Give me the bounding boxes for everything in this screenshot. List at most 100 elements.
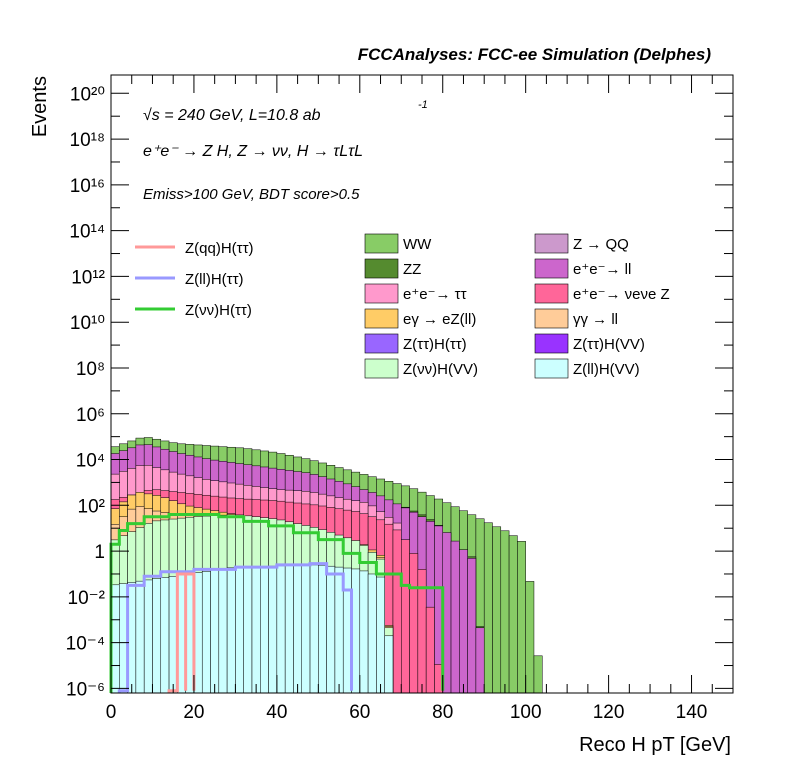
stack-bin xyxy=(517,541,526,694)
x-tick-label: 140 xyxy=(676,702,708,723)
x-tick-label: 100 xyxy=(510,702,542,723)
stack-bin xyxy=(467,557,477,694)
stack-bin xyxy=(301,564,311,694)
stack-bin xyxy=(309,564,319,694)
signal-lines xyxy=(109,512,445,693)
x-tick-label: 120 xyxy=(593,702,625,723)
x-tick-label: 80 xyxy=(432,702,453,723)
signal-line-Z(νν)H(ττ) xyxy=(109,512,445,693)
legend-background-label: e⁺e⁻→ νeνe Z xyxy=(573,286,670,303)
y-tick-label: 10⁴ xyxy=(76,451,105,472)
energy-annotation: √s = 240 GeV, L=10.8 ab xyxy=(143,107,321,124)
cut-annotation: Emiss>100 GeV, BDT score>0.5 xyxy=(143,186,360,203)
legend-background-label: Z(ττ)H(VV) xyxy=(573,336,645,353)
stack-bin xyxy=(160,577,170,694)
legend-signal-label: Z(qq)H(ττ) xyxy=(185,240,254,257)
legend-fill-swatch xyxy=(364,283,399,304)
x-tick-label: 60 xyxy=(349,702,370,723)
stack-bin xyxy=(284,565,294,694)
legend-fill-swatch xyxy=(534,283,569,304)
energy-annotation-exponent: -1 xyxy=(418,99,428,111)
legend-background-label: γγ → ll xyxy=(573,311,618,328)
stack-bin xyxy=(326,565,336,694)
x-tick-label: 20 xyxy=(183,702,204,723)
legend-background-label: ZZ xyxy=(403,261,421,278)
stack-bin xyxy=(251,566,261,694)
stack-bin xyxy=(235,566,244,694)
header-title: FCCAnalyses: FCC-ee Simulation (Delphes) xyxy=(358,45,712,64)
legend-fill-swatch xyxy=(534,233,569,254)
stack-bin xyxy=(492,526,502,694)
legend-fill-swatch xyxy=(364,358,399,379)
legend-background-label: Z(νν)H(VV) xyxy=(403,361,478,378)
legend-background-label: e⁺e⁻→ ll xyxy=(573,261,631,278)
x-axis-label: Reco H pT [GeV] xyxy=(579,734,731,756)
legend-fill-swatch xyxy=(534,358,569,379)
stack-bin xyxy=(367,573,377,694)
signal-line-Z(ll)H(ττ) xyxy=(117,562,354,693)
stack-bin xyxy=(384,635,394,694)
y-tick-label: 10⁻² xyxy=(68,588,106,609)
legend-background-label: Z(ll)H(VV) xyxy=(573,361,640,378)
stack-bin xyxy=(409,553,419,694)
y-tick-label: 10¹⁸ xyxy=(70,130,105,151)
legend-fill-swatch xyxy=(534,333,569,354)
legend-background-label: eγ → eZ(ll) xyxy=(403,311,476,328)
y-axis-label: Events xyxy=(29,76,51,137)
stack-bin xyxy=(392,529,402,694)
legend-fill-swatch xyxy=(364,308,399,329)
legend-signal-label: Z(ll)H(ττ) xyxy=(185,271,244,288)
stack-bin xyxy=(243,566,253,694)
stack-bin xyxy=(143,579,153,694)
x-tick-label: 0 xyxy=(106,702,117,723)
axes: 0 20 40 60 80 100 120 140 10⁻⁶ 10⁻⁴ 10⁻² 1 10² 10⁴ 10⁶… xyxy=(66,75,734,723)
legend-fill-swatch xyxy=(364,333,399,354)
y-tick-label: 10¹⁶ xyxy=(70,176,105,197)
stack-bin xyxy=(201,571,211,694)
stack-bin xyxy=(483,522,493,694)
stack-bin xyxy=(210,569,220,694)
y-tick-label: 10¹² xyxy=(71,267,105,288)
stack-bin xyxy=(450,540,460,694)
stack-bin xyxy=(268,565,278,694)
stack-bin xyxy=(226,567,236,694)
legend-signal-label: Z(νν)H(ττ) xyxy=(185,302,252,319)
stack-bin xyxy=(508,535,518,694)
stack-bin xyxy=(525,581,535,694)
process-annotation: e⁺e⁻ → Z H, Z → νν, H → τLτL xyxy=(143,143,363,160)
signal-line-Z(qq)H(ττ) xyxy=(167,572,196,693)
legend-fill-swatch xyxy=(364,233,399,254)
legend-background-label: Z → QQ xyxy=(573,236,629,253)
stack-bin xyxy=(318,565,327,694)
stack-layer-Z(ll)H(VV) xyxy=(110,564,394,694)
stack-bin xyxy=(401,539,410,694)
stack-bin xyxy=(276,565,286,694)
y-tick-label: 10⁶ xyxy=(76,405,105,426)
legend-fill-swatch xyxy=(534,258,569,279)
y-tick-label: 10⁻⁴ xyxy=(66,634,105,655)
y-tick-label: 10⁻⁶ xyxy=(66,679,105,700)
y-tick-label: 10⁸ xyxy=(76,359,105,380)
stack-bin xyxy=(533,655,543,694)
y-tick-label: 10² xyxy=(78,496,105,517)
stack-bin xyxy=(293,565,302,694)
legend-background-label: e⁺e⁻→ ττ xyxy=(403,286,467,303)
stack-bin xyxy=(260,566,269,694)
x-tick-label: 40 xyxy=(266,702,287,723)
stack-bin xyxy=(135,580,145,694)
stack-bin xyxy=(359,570,369,694)
legend-fill-swatch xyxy=(534,308,569,329)
stack-bin xyxy=(218,568,228,694)
stack-bin xyxy=(376,576,385,694)
stack-bin xyxy=(152,578,162,694)
legend-background-label: Z(ττ)H(ττ) xyxy=(403,336,467,353)
legend: Z(qq)H(ττ) Z(ll)H(ττ) Z(νν)H(ττ) WW Z → QQ ZZ… xyxy=(135,233,670,379)
legend-fill-swatch xyxy=(364,258,399,279)
y-tick-label: 10²⁰ xyxy=(70,84,105,105)
y-tick-label: 10¹⁰ xyxy=(70,313,105,334)
legend-background-label: WW xyxy=(403,236,432,253)
y-tick-label: 1 xyxy=(94,542,105,563)
stack-bin xyxy=(500,530,510,694)
stack-bin xyxy=(425,606,435,694)
